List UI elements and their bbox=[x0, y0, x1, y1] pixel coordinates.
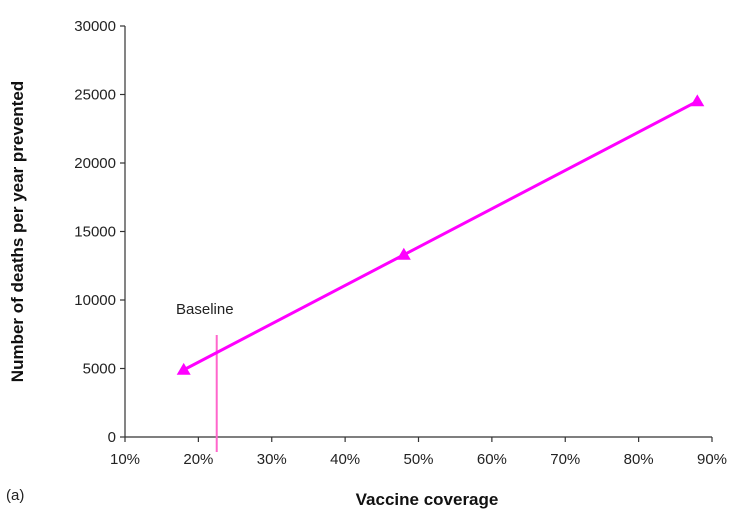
x-ticks: 10% 20% 30% 40% 50% 60% 70% 80% 90% bbox=[110, 437, 727, 468]
x-axis-title: Vaccine coverage bbox=[356, 490, 499, 509]
x-tick-label: 60% bbox=[477, 451, 507, 468]
axes bbox=[124, 26, 712, 438]
y-ticks: 0 5000 10000 15000 20000 25000 30000 bbox=[74, 18, 125, 446]
x-tick-label: 40% bbox=[330, 451, 360, 468]
x-tick-label: 80% bbox=[624, 451, 654, 468]
x-tick-label: 70% bbox=[550, 451, 580, 468]
y-tick-label: 10000 bbox=[74, 292, 116, 309]
baseline-label: Baseline bbox=[176, 301, 234, 318]
x-tick-label: 20% bbox=[183, 451, 213, 468]
series-line bbox=[183, 100, 699, 372]
y-axis-title: Number of deaths per year prevented bbox=[8, 81, 27, 382]
x-tick-label: 50% bbox=[403, 451, 433, 468]
data-point bbox=[396, 247, 411, 260]
series-group bbox=[176, 94, 705, 375]
y-tick-label: 20000 bbox=[74, 155, 116, 172]
y-tick-label: 30000 bbox=[74, 18, 116, 35]
x-tick-label: 90% bbox=[697, 451, 727, 468]
data-point bbox=[176, 362, 191, 375]
x-tick-label: 10% bbox=[110, 451, 140, 468]
data-point bbox=[690, 94, 705, 107]
x-tick-label: 30% bbox=[257, 451, 287, 468]
y-tick-label: 15000 bbox=[74, 224, 116, 241]
panel-label: (a) bbox=[6, 487, 24, 504]
y-tick-label: 5000 bbox=[83, 361, 116, 378]
y-tick-label: 0 bbox=[108, 429, 116, 446]
y-tick-label: 25000 bbox=[74, 87, 116, 104]
